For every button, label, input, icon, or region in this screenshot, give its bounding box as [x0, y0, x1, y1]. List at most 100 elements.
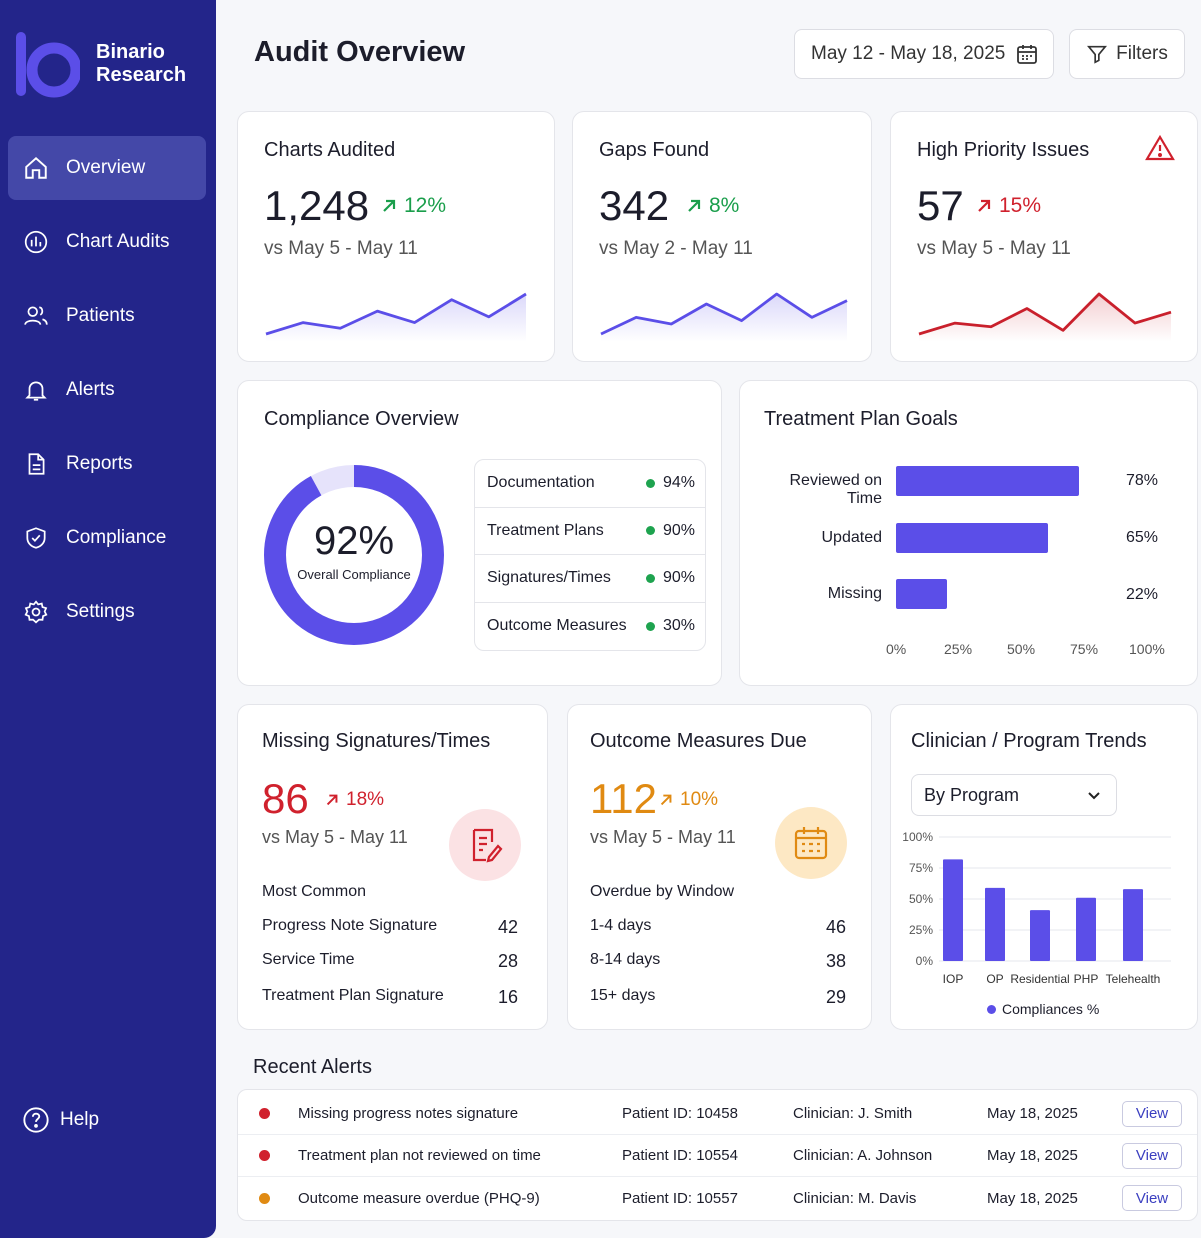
item-value: 28 — [497, 951, 518, 971]
overall-compliance-label: Overall Compliance — [297, 567, 411, 582]
sparkline-chart — [265, 292, 527, 342]
bar-updated — [896, 523, 1049, 553]
item-name: Treatment Plans — [487, 521, 604, 539]
calendar-icon — [1017, 45, 1037, 64]
filters-label: Filters — [1116, 43, 1168, 64]
status-dot — [646, 573, 655, 583]
item-name: Documentation — [487, 474, 595, 492]
alert-patient: Patient ID: 10554 — [622, 1147, 738, 1164]
kpi-delta: 8% — [685, 194, 739, 218]
item-name: Treatment Plan Signature — [262, 987, 444, 1004]
sidebar-nav: Overview Chart Audits Patients Alerts Re… — [8, 136, 206, 654]
y-axis-tick: 75% — [909, 861, 933, 875]
warning-icon — [1145, 134, 1175, 161]
sidebar-item-alerts[interactable]: Alerts — [8, 358, 206, 422]
bar-reviewed-on-time — [896, 466, 1079, 496]
section-heading: Overdue by Window — [590, 883, 735, 900]
y-axis-tick: 25% — [909, 923, 933, 937]
item-pct: 90% — [663, 521, 696, 539]
kpi-comparison: vs May 2 - May 11 — [599, 238, 753, 259]
x-axis-tick: OP — [986, 972, 1003, 986]
sparkline-line — [918, 292, 1172, 336]
signed-document-icon — [472, 828, 503, 863]
brand-name-line2: Research — [96, 64, 187, 86]
bar-value: 22% — [1126, 586, 1159, 603]
sidebar-item-label: Alerts — [66, 379, 115, 400]
filters-button[interactable]: Filters — [1069, 29, 1185, 79]
sidebar-item-overview[interactable]: Overview — [8, 136, 206, 200]
sidebar-item-label: Settings — [66, 601, 135, 622]
kpi-title: Charts Audited — [264, 139, 396, 161]
bar-label: Reviewed on Time — [789, 472, 883, 507]
kpi-delta-value: 12% — [404, 194, 447, 217]
gear-icon — [22, 598, 50, 626]
x-axis-tick: 0% — [886, 641, 907, 657]
x-axis-tick: IOP — [943, 972, 964, 986]
recent-alerts-title: Recent Alerts — [253, 1056, 372, 1078]
alert-date: May 18, 2025 — [987, 1105, 1078, 1122]
sparkline-line — [265, 292, 527, 336]
users-icon — [22, 302, 50, 330]
status-dot — [646, 621, 655, 631]
alert-date: May 18, 2025 — [987, 1189, 1078, 1207]
sidebar-item-reports[interactable]: Reports — [8, 432, 206, 496]
view-button[interactable]: View — [1122, 1142, 1182, 1169]
kpi-value: 112 — [590, 775, 657, 822]
bar-telehealth — [1123, 889, 1143, 961]
bar-label: Missing — [827, 585, 882, 602]
calendar-icon — [794, 827, 828, 860]
bar-label: Updated — [821, 529, 883, 546]
list-item: Service Time 28 — [262, 951, 518, 972]
sidebar-item-patients[interactable]: Patients — [8, 284, 206, 348]
bar-php — [1076, 897, 1096, 961]
status-dot — [646, 478, 655, 488]
table-row: Missing progress notes signature Patient… — [238, 1093, 1197, 1135]
compliance-donut-chart — [264, 465, 444, 645]
bar-missing — [896, 579, 948, 609]
sparkline-chart — [918, 292, 1172, 342]
sidebar-item-label: Overview — [66, 157, 146, 178]
severity-dot — [259, 1150, 270, 1161]
alert-clinician: Clinician: A. Johnson — [793, 1147, 933, 1164]
help-link[interactable]: Help — [22, 1106, 99, 1134]
kpi-delta: 18% — [324, 789, 384, 811]
list-item: Treatment Plan Signature 16 — [262, 987, 518, 1008]
list-item: Treatment Plans 90% — [475, 508, 705, 555]
bar-iop — [943, 859, 963, 961]
arrow-up-right-icon — [660, 794, 672, 806]
outcome-measures-card: Outcome Measures Due 112 10% vs May 5 - … — [567, 704, 872, 1030]
treatment-plan-goals-card: Treatment Plan Goals Reviewed on Time 78… — [739, 380, 1198, 686]
x-axis-tick: Residential — [1010, 972, 1069, 986]
list-item: Outcome Measures 30% — [475, 603, 705, 651]
program-select[interactable]: By Program — [911, 774, 1117, 816]
view-button[interactable]: View — [1122, 1185, 1182, 1211]
brand-logo-icon — [16, 32, 80, 98]
x-axis-tick: PHP — [1074, 972, 1099, 986]
item-value: 46 — [825, 917, 846, 937]
bell-icon — [22, 376, 50, 404]
kpi-title: High Priority Issues — [917, 139, 1090, 161]
kpi-value: 86 — [262, 775, 309, 822]
date-range-label: May 12 - May 18, 2025 — [811, 43, 1006, 64]
view-button[interactable]: View — [1122, 1100, 1182, 1127]
item-value: 38 — [825, 951, 846, 971]
kpi-value: 57 — [917, 182, 964, 229]
kpi-comparison: vs May 5 - May 11 — [262, 827, 408, 847]
overall-compliance-value: 92% — [313, 519, 395, 563]
chart-audits-icon — [22, 228, 50, 256]
kpi-title: Gaps Found — [599, 139, 710, 161]
list-item: 15+ days 29 — [590, 987, 846, 1008]
y-axis-tick: 50% — [909, 892, 933, 906]
arrow-up-right-icon — [383, 199, 396, 212]
sidebar-item-chart-audits[interactable]: Chart Audits — [8, 210, 206, 274]
legend-label: Compliances % — [1002, 1001, 1100, 1017]
kpi-delta: 15% — [975, 194, 1041, 218]
date-range-picker[interactable]: May 12 - May 18, 2025 — [794, 29, 1054, 79]
compliance-overview-card: Compliance Overview 92% Overall Complian… — [237, 380, 722, 686]
sidebar-item-settings[interactable]: Settings — [8, 580, 206, 644]
brand[interactable]: Binario Research — [14, 28, 186, 100]
alert-date: May 18, 2025 — [987, 1147, 1078, 1164]
sidebar-item-compliance[interactable]: Compliance — [8, 506, 206, 570]
missing-signatures-card: Missing Signatures/Times 86 18% vs May 5… — [237, 704, 548, 1030]
donut-progress — [264, 465, 444, 645]
